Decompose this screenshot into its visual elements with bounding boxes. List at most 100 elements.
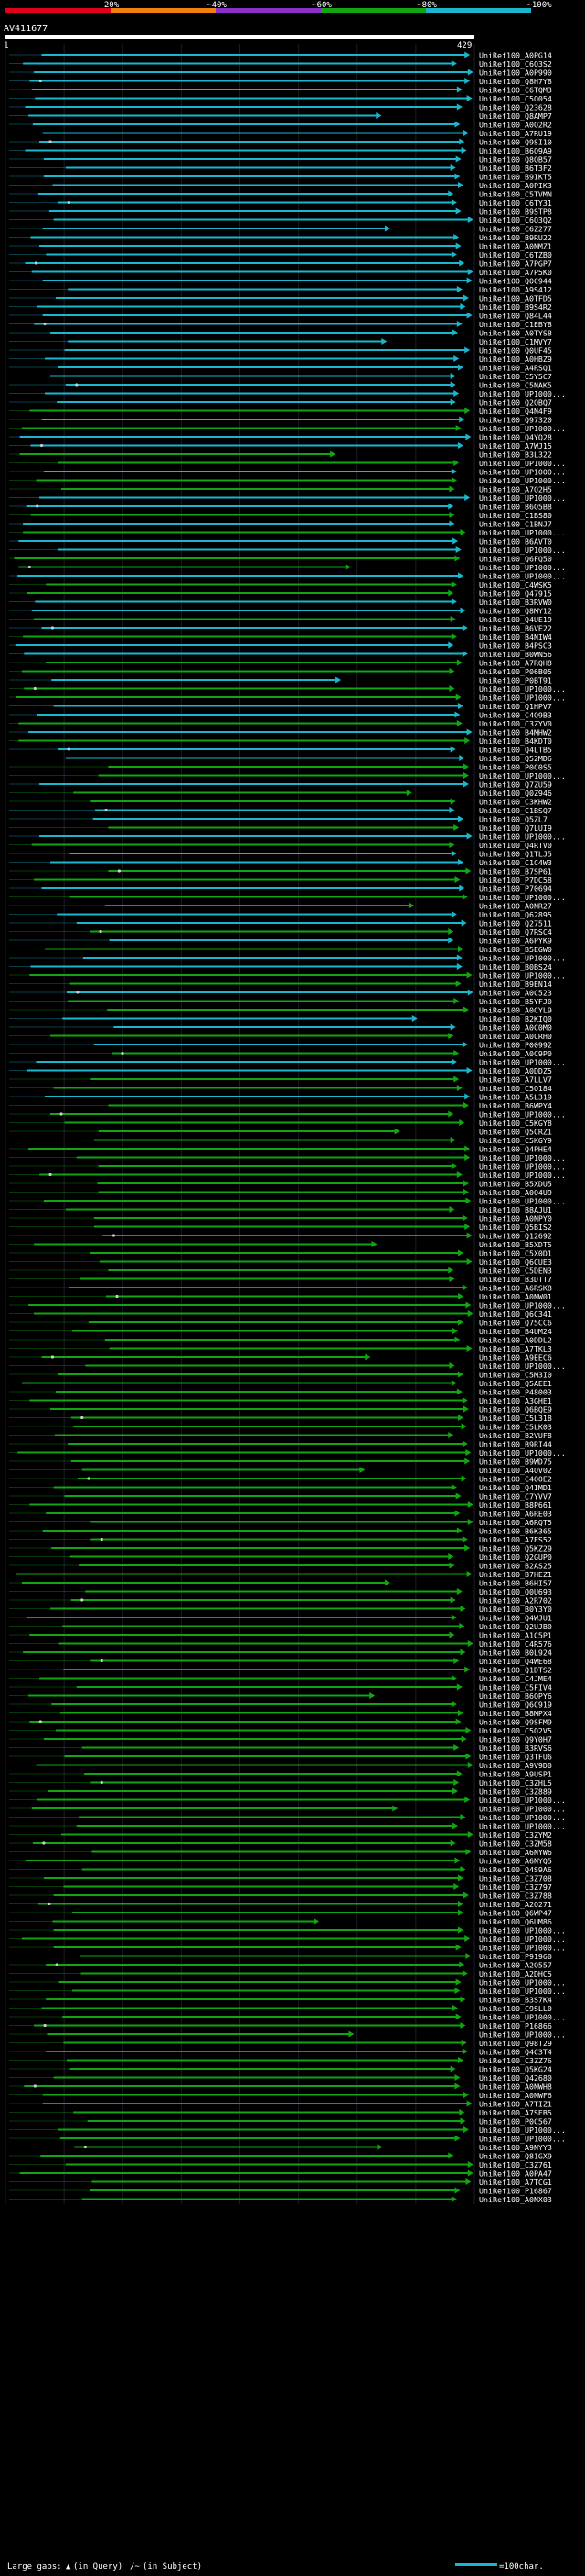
- hit-label[interactable]: UniRef100_C5DEN3: [479, 1267, 552, 1276]
- hit-label[interactable]: UniRef100_B4UM24: [479, 1327, 552, 1336]
- hit-label[interactable]: UniRef100_Q4IMD1: [479, 1483, 552, 1492]
- hit-label[interactable]: UniRef100_A0NX03: [479, 2195, 552, 2204]
- hit-label[interactable]: UniRef100_B0WN56: [479, 650, 552, 659]
- hit-label[interactable]: UniRef100_A7TCG1: [479, 2178, 552, 2187]
- hit-label[interactable]: UniRef100_UP1000...: [479, 546, 566, 555]
- hit-label[interactable]: UniRef100_UP1000...: [479, 1153, 566, 1162]
- hit-label[interactable]: UniRef100_A4QV02: [479, 1466, 552, 1475]
- hit-label[interactable]: UniRef100_B9S4R2: [479, 302, 552, 312]
- hit-label[interactable]: UniRef100_Q42680: [479, 2073, 552, 2083]
- hit-label[interactable]: UniRef100_UP1000...: [479, 1110, 566, 1119]
- hit-label[interactable]: UniRef100_B8P661: [479, 1500, 552, 1510]
- hit-label[interactable]: UniRef100_B5YFJ0: [479, 997, 552, 1006]
- hit-label[interactable]: UniRef100_B7SP61: [479, 867, 552, 876]
- hit-label[interactable]: UniRef100_P16866: [479, 2021, 552, 2030]
- hit-label[interactable]: UniRef100_B6HI57: [479, 1579, 552, 1588]
- hit-label[interactable]: UniRef100_C3Z797: [479, 1882, 552, 1892]
- hit-label[interactable]: UniRef100_C3ZHL5: [479, 1778, 552, 1787]
- hit-label[interactable]: UniRef100_Q97320: [479, 416, 552, 425]
- hit-label[interactable]: UniRef100_UP1000...: [479, 1944, 566, 1953]
- hit-label[interactable]: UniRef100_Q2GUP0: [479, 1553, 552, 1562]
- hit-label[interactable]: UniRef100_P0C0S5: [479, 763, 552, 772]
- hit-label[interactable]: UniRef100_C3ZYM2: [479, 1830, 552, 1839]
- hit-label[interactable]: UniRef100_C9SLL0: [479, 2004, 552, 2013]
- hit-label[interactable]: UniRef100_C5Q054: [479, 94, 552, 103]
- hit-label[interactable]: UniRef100_UP1000...: [479, 2125, 566, 2135]
- hit-label[interactable]: UniRef100_Q47915: [479, 589, 552, 599]
- hit-label[interactable]: UniRef100_C3Z788: [479, 1892, 552, 1901]
- hit-label[interactable]: UniRef100_B4PSC3: [479, 641, 552, 651]
- hit-label[interactable]: UniRef100_UP1000...: [479, 1162, 566, 1171]
- hit-label[interactable]: UniRef100_B9RI44: [479, 1440, 552, 1449]
- hit-label[interactable]: UniRef100_A0Q2R2: [479, 121, 552, 130]
- hit-label[interactable]: UniRef100_UP1000...: [479, 1987, 566, 1996]
- hit-label[interactable]: UniRef100_UP1000...: [479, 694, 566, 703]
- hit-label[interactable]: UniRef100_B0L924: [479, 1648, 552, 1658]
- hit-label[interactable]: UniRef100_B4MHW2: [479, 728, 552, 737]
- hit-label[interactable]: UniRef100_A2R702: [479, 1596, 552, 1606]
- hit-label[interactable]: UniRef100_C6TQM3: [479, 86, 552, 95]
- hit-label[interactable]: UniRef100_Q7ZU59: [479, 780, 552, 790]
- hit-label[interactable]: UniRef100_Q4LTB5: [479, 746, 552, 755]
- hit-label[interactable]: UniRef100_Q4YQ28: [479, 433, 552, 442]
- hit-label[interactable]: UniRef100_A0P990: [479, 69, 552, 78]
- hit-label[interactable]: UniRef100_B9EN14: [479, 980, 552, 989]
- hit-label[interactable]: UniRef100_B6T3F2: [479, 164, 552, 173]
- hit-label[interactable]: UniRef100_C5FIV4: [479, 1683, 552, 1692]
- hit-label[interactable]: UniRef100_Q5KZ29: [479, 1544, 552, 1553]
- hit-label[interactable]: UniRef100_Q0U693: [479, 1587, 552, 1596]
- hit-label[interactable]: UniRef100_UP1000...: [479, 832, 566, 842]
- hit-label[interactable]: UniRef100_A2Q271: [479, 1900, 552, 1909]
- hit-label[interactable]: UniRef100_UP1000...: [479, 459, 566, 468]
- hit-label[interactable]: UniRef100_A0DDZ5: [479, 1066, 552, 1076]
- hit-label[interactable]: UniRef100_B2KIQ0: [479, 1014, 552, 1023]
- hit-label[interactable]: UniRef100_A7Q2H5: [479, 485, 552, 494]
- hit-label[interactable]: UniRef100_A3GHE1: [479, 1396, 552, 1405]
- hit-label[interactable]: UniRef100_C3ZM58: [479, 1839, 552, 1849]
- hit-label[interactable]: UniRef100_Q5CRZ1: [479, 1128, 552, 1137]
- hit-label[interactable]: UniRef100_C3Z889: [479, 1787, 552, 1797]
- hit-label[interactable]: UniRef100_B6Q9A9: [479, 146, 552, 155]
- hit-label[interactable]: UniRef100_A1C5P1: [479, 1631, 552, 1640]
- hit-label[interactable]: UniRef100_A0NWH8: [479, 2083, 552, 2092]
- hit-label[interactable]: UniRef100_P0BT91: [479, 676, 552, 685]
- hit-label[interactable]: UniRef100_A0NR27: [479, 902, 552, 911]
- hit-label[interactable]: UniRef100_A7LLV7: [479, 1076, 552, 1085]
- hit-label[interactable]: UniRef100_C4WSK5: [479, 580, 552, 589]
- hit-label[interactable]: UniRef100_A0PIK3: [479, 181, 552, 190]
- hit-label[interactable]: UniRef100_UP1000...: [479, 771, 566, 780]
- hit-label[interactable]: UniRef100_Q4S9A6: [479, 1865, 552, 1874]
- hit-label[interactable]: UniRef100_A0TFD5: [479, 294, 552, 303]
- hit-label[interactable]: UniRef100_A7TKL3: [479, 1344, 552, 1353]
- hit-label[interactable]: UniRef100_Q0Z946: [479, 789, 552, 798]
- hit-label[interactable]: UniRef100_A2DHC5: [479, 1969, 552, 1978]
- hit-label[interactable]: UniRef100_C5NAK5: [479, 381, 552, 390]
- hit-label[interactable]: UniRef100_UP1000...: [479, 1935, 566, 1944]
- hit-label[interactable]: UniRef100_C1C4W3: [479, 858, 552, 867]
- hit-label[interactable]: UniRef100_Q62895: [479, 910, 552, 919]
- hit-label[interactable]: UniRef100_A0C523: [479, 989, 552, 998]
- hit-label[interactable]: UniRef100_B0BS24: [479, 962, 552, 971]
- hit-label[interactable]: UniRef100_C5Q184: [479, 1084, 552, 1093]
- hit-label[interactable]: UniRef100_Q4UE19: [479, 615, 552, 624]
- hit-label[interactable]: UniRef100_C1EBY8: [479, 320, 552, 329]
- hit-label[interactable]: UniRef100_B3L322: [479, 451, 552, 460]
- hit-label[interactable]: UniRef100_B8AJU1: [479, 1205, 552, 1214]
- hit-label[interactable]: UniRef100_A6PYK9: [479, 937, 552, 946]
- hit-label[interactable]: UniRef100_B3RVS6: [479, 1744, 552, 1753]
- hit-label[interactable]: UniRef100_Q4WJU1: [479, 1614, 552, 1623]
- hit-label[interactable]: UniRef100_UP1000...: [479, 389, 566, 398]
- hit-label[interactable]: UniRef100_Q0UF45: [479, 346, 552, 355]
- hit-label[interactable]: UniRef100_P7DC58: [479, 875, 552, 885]
- hit-label[interactable]: UniRef100_A0CRH0: [479, 1032, 552, 1041]
- hit-label[interactable]: UniRef100_A0DDL2: [479, 1336, 552, 1345]
- hit-label[interactable]: UniRef100_Q6C919: [479, 1701, 552, 1710]
- hit-label[interactable]: UniRef100_UP1000...: [479, 493, 566, 503]
- hit-label[interactable]: UniRef100_UP1000...: [479, 572, 566, 581]
- hit-label[interactable]: UniRef100_Q5ZL7: [479, 815, 548, 824]
- hit-label[interactable]: UniRef100_C3ZYV0: [479, 719, 552, 728]
- hit-label[interactable]: UniRef100_A7PGP7: [479, 260, 552, 269]
- hit-label[interactable]: UniRef100_A7P5K0: [479, 268, 552, 277]
- hit-label[interactable]: UniRef100_B4NIW4: [479, 632, 552, 641]
- hit-label[interactable]: UniRef100_Q12692: [479, 1232, 552, 1241]
